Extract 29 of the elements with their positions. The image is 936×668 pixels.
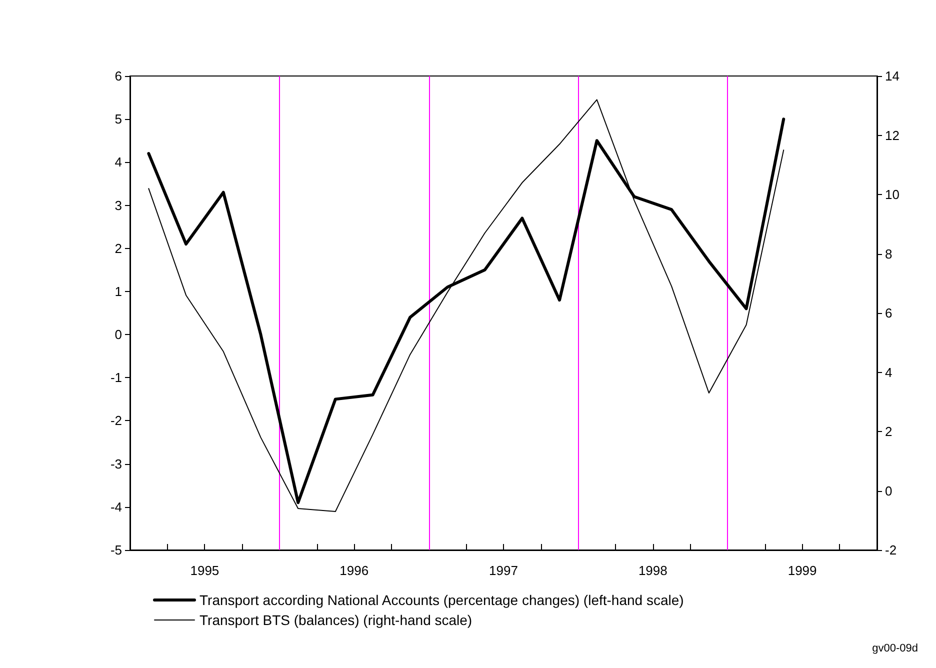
x-tick-label: 1997 — [489, 563, 518, 578]
y2-tick-label: 14 — [885, 68, 900, 84]
y-tick-label: -2 — [110, 413, 122, 428]
y-tick-label: 1 — [114, 284, 122, 299]
y2-tick-label: 2 — [885, 424, 892, 439]
x-tick-label: 1996 — [340, 563, 369, 578]
y-tick-label: -3 — [110, 456, 122, 472]
text: gv00-09d — [872, 642, 918, 654]
y2-tick-label: 12 — [885, 128, 900, 143]
y2-tick-label: -2 — [885, 542, 897, 558]
y-tick-label: -4 — [110, 499, 122, 514]
y2-tick-label: 4 — [885, 364, 892, 380]
y2-tick-label: 0 — [885, 483, 892, 498]
y-tick-label: 6 — [114, 68, 122, 84]
y-tick-label: 4 — [114, 154, 122, 170]
y-tick-label: 5 — [114, 112, 122, 127]
legend-label: Transport according National Accounts (percentage changes) (left-hand scale) — [200, 592, 684, 608]
x-tick-label: 1998 — [638, 563, 668, 578]
y2-tick-label: 8 — [885, 246, 892, 262]
y-tick-label: -5 — [110, 542, 122, 558]
y-tick-label: 3 — [114, 198, 122, 213]
y2-tick-label: 6 — [885, 306, 892, 320]
x-tick-label: 1995 — [190, 563, 220, 578]
y-tick-label: 2 — [114, 240, 122, 256]
x-tick-label: 1999 — [788, 563, 817, 578]
legend-label: Transport BTS (balances) (right-hand scale) — [200, 612, 472, 628]
y-tick-label: 0 — [114, 327, 122, 342]
y2-tick-label: 10 — [885, 187, 900, 202]
y-tick-label: -1 — [110, 370, 122, 386]
